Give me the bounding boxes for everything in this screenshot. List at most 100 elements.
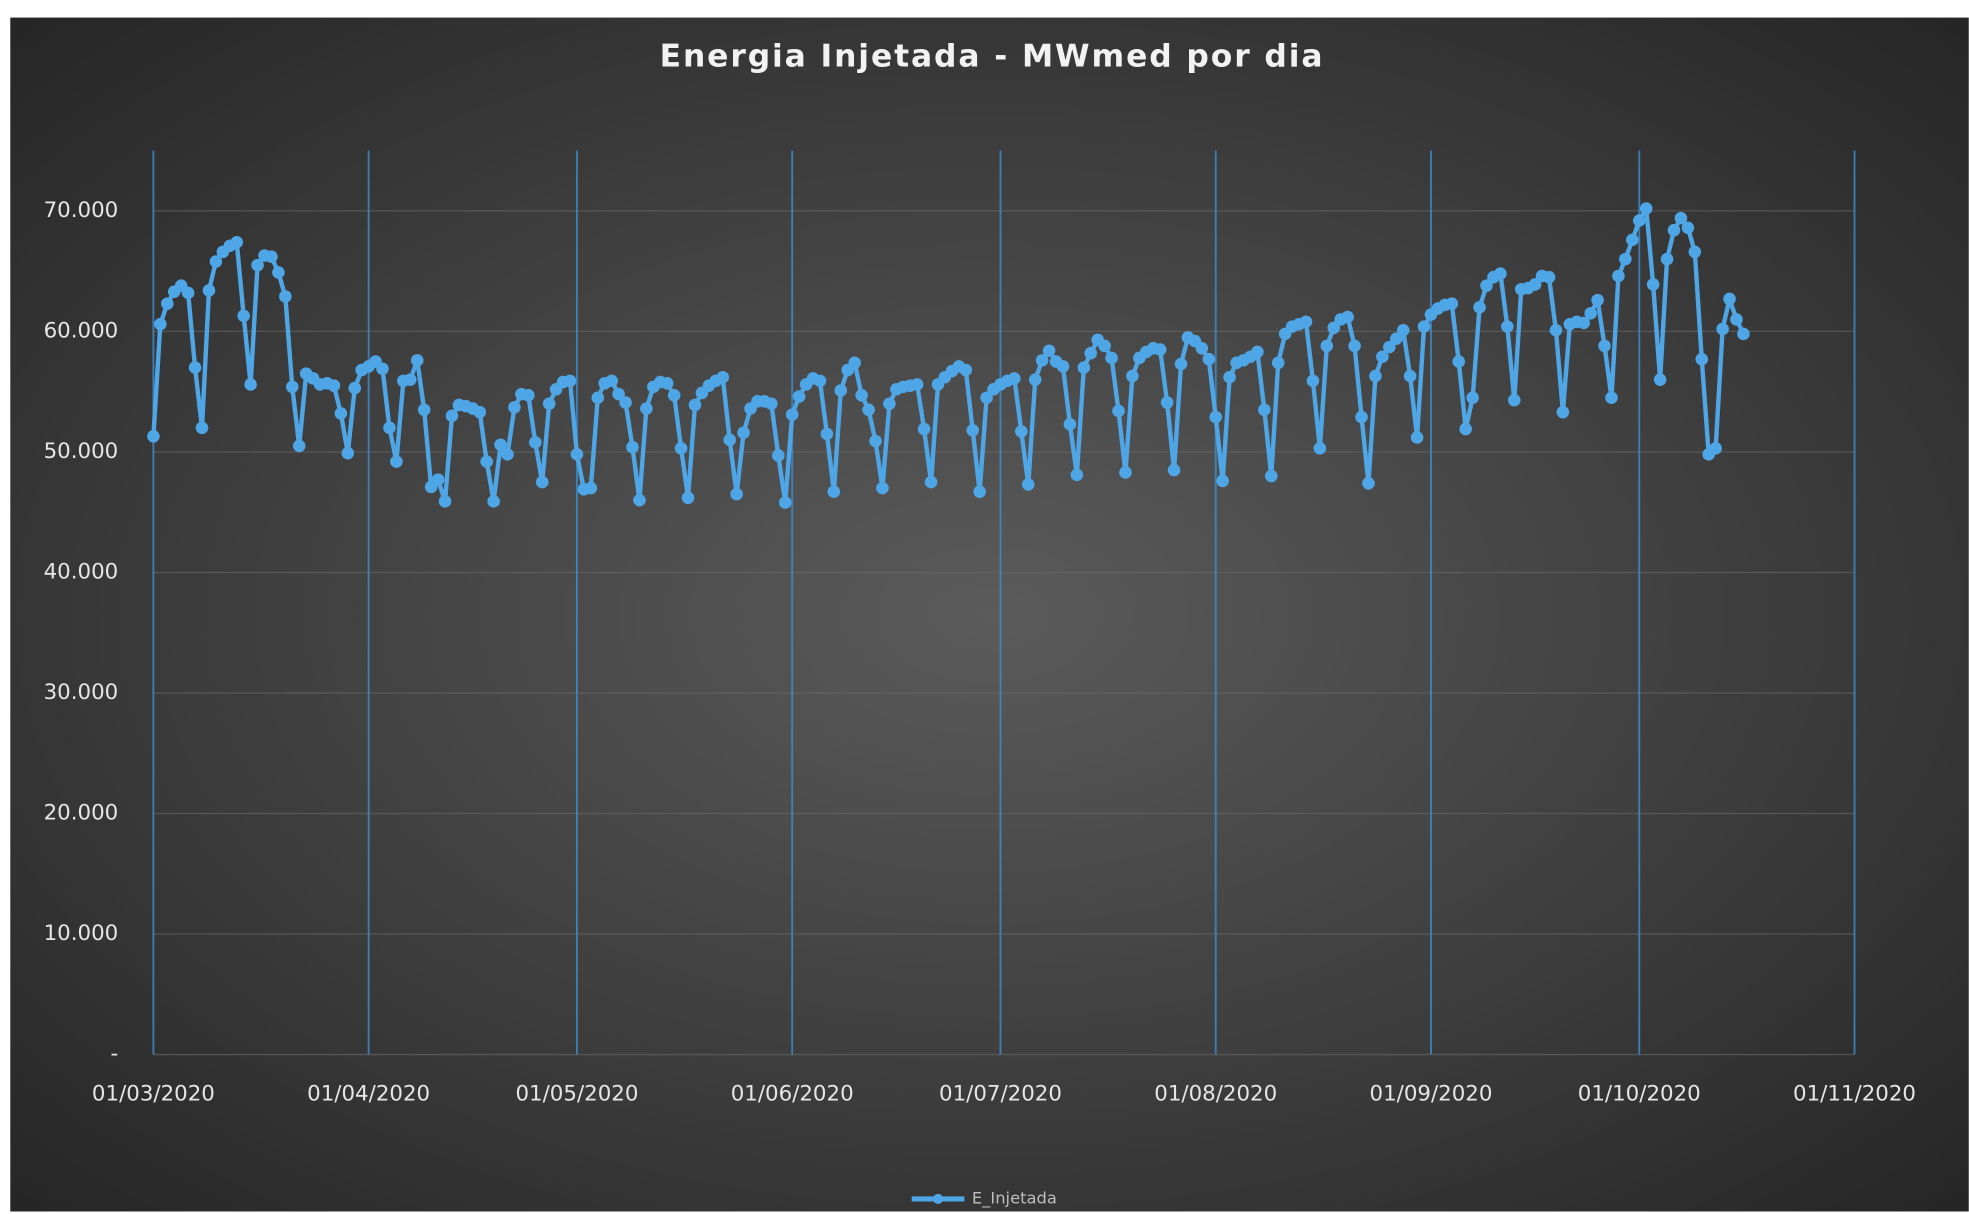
x-tick-label: 01/08/2020 bbox=[1154, 1082, 1277, 1107]
data-point bbox=[1480, 279, 1493, 292]
data-point bbox=[681, 491, 695, 505]
data-point bbox=[1459, 422, 1472, 436]
data-point bbox=[674, 442, 688, 455]
data-point bbox=[848, 356, 861, 370]
data-point bbox=[542, 397, 556, 411]
data-point bbox=[1730, 313, 1743, 326]
data-point bbox=[1695, 352, 1709, 366]
data-point bbox=[1035, 354, 1049, 367]
data-point bbox=[494, 438, 507, 452]
data-point bbox=[778, 496, 792, 509]
data-point bbox=[1528, 278, 1542, 291]
data-point bbox=[244, 378, 257, 391]
data-point bbox=[1591, 293, 1604, 307]
data-point bbox=[765, 397, 778, 411]
chart-background bbox=[10, 17, 1969, 1212]
data-point bbox=[1153, 343, 1167, 356]
data-point bbox=[383, 421, 396, 435]
data-point bbox=[417, 403, 431, 417]
data-point bbox=[1119, 466, 1132, 479]
data-point bbox=[605, 374, 618, 388]
data-point bbox=[1681, 221, 1695, 235]
data-point bbox=[1223, 370, 1236, 384]
data-point bbox=[445, 409, 459, 423]
y-tick-label: 30.000 bbox=[44, 680, 119, 705]
data-point bbox=[181, 286, 195, 300]
x-tick-label: 01/04/2020 bbox=[307, 1082, 430, 1107]
x-tick-label: 01/05/2020 bbox=[515, 1082, 638, 1107]
data-point bbox=[1112, 404, 1125, 418]
data-point bbox=[1403, 369, 1417, 383]
data-point bbox=[1362, 477, 1375, 490]
data-point bbox=[1584, 307, 1597, 320]
data-point bbox=[869, 434, 882, 448]
data-point bbox=[1056, 360, 1070, 373]
data-point bbox=[1216, 474, 1229, 488]
data-point bbox=[820, 427, 834, 441]
data-point bbox=[1445, 297, 1459, 310]
data-point bbox=[1306, 374, 1320, 388]
y-tick-label: 10.000 bbox=[44, 921, 119, 946]
data-point bbox=[1674, 211, 1688, 225]
data-point bbox=[1202, 352, 1216, 366]
data-point bbox=[480, 455, 493, 468]
data-point bbox=[535, 475, 549, 489]
data-point bbox=[390, 455, 403, 468]
data-point bbox=[730, 487, 743, 501]
data-point bbox=[188, 361, 202, 374]
data-point bbox=[195, 421, 209, 435]
data-point bbox=[1028, 373, 1042, 386]
y-tick-label: 70.000 bbox=[44, 198, 119, 223]
x-tick-label: 01/10/2020 bbox=[1578, 1082, 1701, 1107]
x-tick-label: 01/07/2020 bbox=[939, 1082, 1062, 1107]
data-point bbox=[230, 235, 244, 249]
data-point bbox=[1195, 342, 1209, 355]
data-point bbox=[591, 391, 605, 404]
data-point bbox=[640, 402, 653, 415]
data-point bbox=[1577, 316, 1591, 330]
data-point bbox=[1008, 372, 1021, 385]
data-point bbox=[973, 485, 986, 499]
data-point bbox=[1626, 233, 1639, 247]
legend-label: E_Injetada bbox=[972, 1188, 1057, 1208]
data-point bbox=[1327, 321, 1341, 335]
data-point bbox=[737, 426, 750, 439]
data-point bbox=[272, 266, 285, 279]
data-point bbox=[237, 309, 250, 323]
data-point bbox=[251, 258, 264, 272]
y-tick-label: 20.000 bbox=[44, 801, 119, 826]
data-point bbox=[376, 362, 389, 376]
data-point bbox=[522, 389, 535, 402]
data-point bbox=[1667, 223, 1681, 237]
data-point bbox=[1619, 252, 1632, 266]
data-point bbox=[1369, 369, 1382, 383]
data-point bbox=[410, 354, 424, 367]
data-point bbox=[147, 430, 160, 443]
data-point bbox=[1598, 339, 1611, 353]
data-point bbox=[966, 423, 979, 437]
data-point bbox=[161, 297, 174, 310]
data-point bbox=[327, 379, 341, 392]
data-point bbox=[1070, 468, 1084, 482]
data-point bbox=[619, 396, 632, 409]
data-point bbox=[1098, 339, 1111, 353]
x-tick-label: 01/06/2020 bbox=[731, 1082, 854, 1107]
data-point bbox=[834, 384, 848, 397]
data-point bbox=[404, 373, 417, 386]
data-point bbox=[154, 317, 167, 331]
data-point bbox=[1688, 245, 1702, 259]
data-point bbox=[716, 370, 730, 384]
data-point bbox=[1549, 323, 1563, 337]
data-point bbox=[570, 448, 584, 461]
x-tick-label: 01/03/2020 bbox=[92, 1082, 215, 1107]
data-point bbox=[1473, 301, 1486, 314]
chart-title: Energia Injetada - MWmed por dia bbox=[660, 39, 1325, 75]
data-point bbox=[1709, 442, 1722, 455]
data-point bbox=[292, 439, 306, 453]
data-point bbox=[563, 374, 577, 388]
data-point bbox=[980, 391, 993, 404]
data-point bbox=[279, 290, 292, 303]
data-point bbox=[1021, 478, 1035, 491]
data-point bbox=[1077, 361, 1091, 374]
